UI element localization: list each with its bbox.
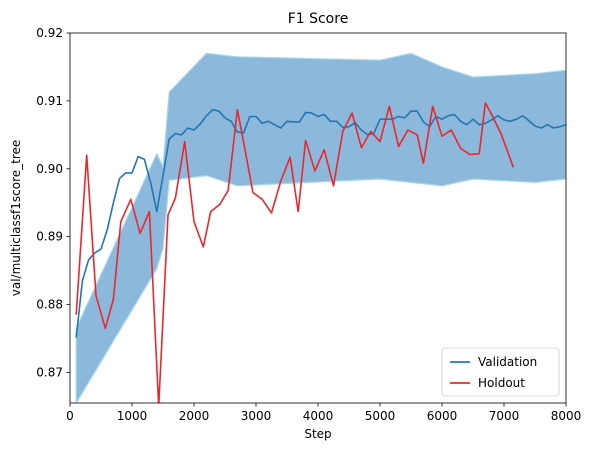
series-line-validation [75, 108, 566, 338]
y-tick-label: 0.88 [36, 298, 63, 312]
x-tick-label: 3000 [241, 409, 272, 423]
series-line-holdout [75, 102, 515, 403]
legend-label-holdout: Holdout [478, 376, 525, 390]
validation-confidence-band [75, 52, 566, 403]
legend-box [441, 347, 560, 397]
y-tick-label: 0.90 [36, 162, 63, 176]
x-tick-label: 6000 [427, 409, 458, 423]
x-tick-label: 5000 [365, 409, 396, 423]
x-tick-label: 2000 [179, 409, 210, 423]
x-axis-ticks: 0 1000 2000 3000 4000 5000 6000 7000 8000 [66, 403, 581, 423]
x-tick-label: 8000 [551, 409, 582, 423]
x-tick-label: 0 [66, 409, 74, 423]
y-axis-label: val/multiclassf1score_tree [9, 140, 23, 297]
y-tick-label: 0.92 [36, 26, 63, 40]
y-tick-label: 0.89 [36, 230, 63, 244]
series-lines [75, 102, 566, 403]
confidence-band-area [75, 52, 566, 403]
y-tick-label: 0.91 [36, 94, 63, 108]
x-axis-label: Step [304, 427, 331, 441]
x-tick-label: 1000 [117, 409, 148, 423]
y-tick-label: 0.87 [36, 365, 63, 379]
legend: Validation Holdout [441, 347, 560, 397]
x-tick-label: 7000 [489, 409, 520, 423]
x-tick-label: 4000 [303, 409, 334, 423]
y-axis-ticks: 0.87 0.88 0.89 0.90 0.91 0.92 [36, 26, 70, 379]
chart-title: F1 Score [288, 11, 349, 27]
legend-label-validation: Validation [478, 355, 537, 369]
